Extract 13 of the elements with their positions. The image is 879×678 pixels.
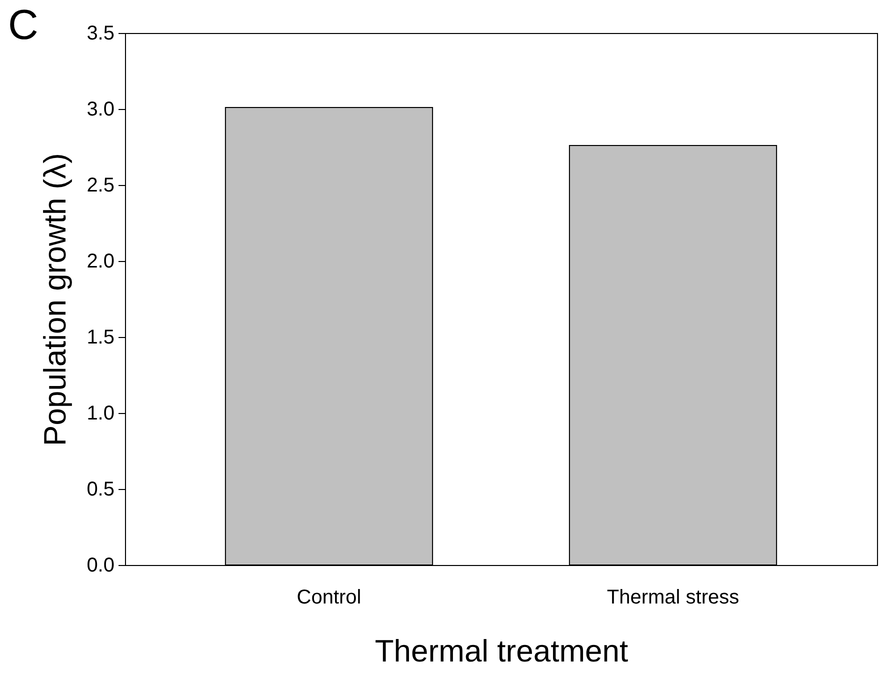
x-tick-label: Control [296, 586, 362, 608]
y-tick-label: 2.5 [86, 174, 114, 196]
y-axis-title: Population growth (λ) [38, 153, 73, 446]
y-tick-label: 3.0 [86, 98, 114, 120]
y-tick-label: 3.5 [86, 22, 114, 44]
text: C [8, 1, 38, 48]
x-tick-label: Thermal stress [606, 586, 740, 608]
x-axis-title: Thermal treatment [374, 634, 629, 668]
y-tick-label: 1.5 [86, 326, 114, 348]
y-tick-label: 0.0 [86, 554, 114, 576]
y-tick-label: 0.5 [86, 478, 114, 500]
y-tick-label: 1.0 [86, 402, 114, 424]
y-tick-label: 2.0 [86, 250, 114, 272]
